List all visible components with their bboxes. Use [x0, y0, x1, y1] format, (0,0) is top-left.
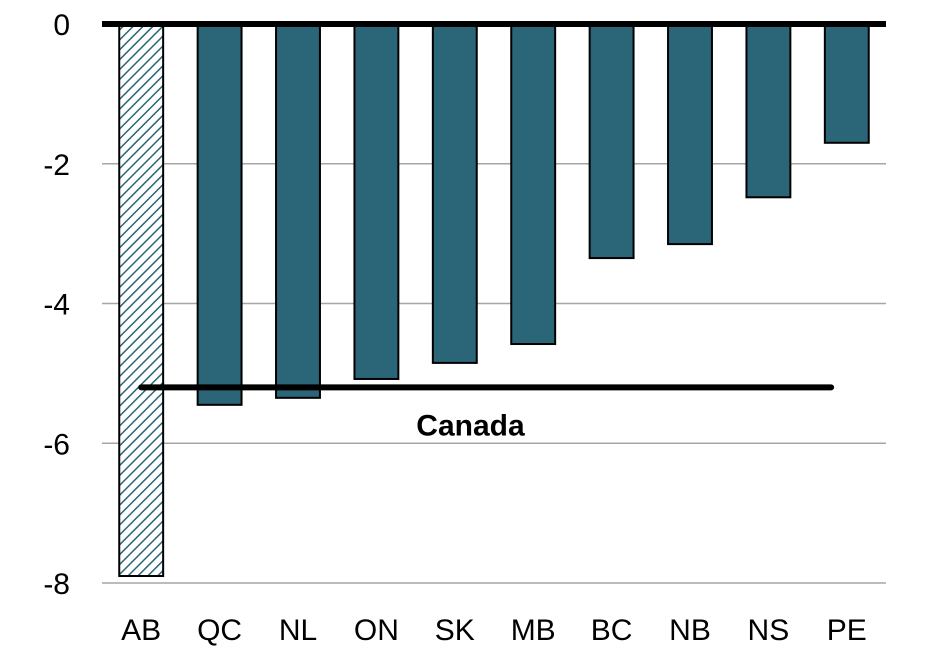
x-tick-label: NB — [669, 614, 711, 647]
bar-nb — [667, 23, 713, 246]
bar-bc — [588, 23, 635, 260]
y-tick-labels: 0 -2 -4 -6 -8 — [43, 9, 70, 601]
x-tick-label: MB — [511, 614, 556, 647]
y-tick-label: -6 — [43, 428, 70, 461]
x-tick-label: NS — [748, 614, 790, 647]
bar-pe — [823, 23, 870, 144]
x-tick-label: QC — [197, 614, 242, 647]
bar-qc — [196, 23, 243, 406]
canada-reference: Canada — [138, 384, 835, 442]
x-tick-label: SK — [435, 614, 475, 647]
bar-ab — [118, 23, 165, 578]
canada-reference-label: Canada — [416, 409, 525, 442]
y-tick-label: -4 — [43, 289, 70, 322]
y-tick-label: -2 — [43, 149, 70, 182]
bar-nl — [275, 23, 321, 399]
bar-ns — [745, 23, 792, 199]
bar-mb — [510, 23, 557, 346]
x-tick-label: ON — [354, 614, 399, 647]
bar-on — [353, 23, 400, 380]
y-tick-label: -8 — [43, 568, 70, 601]
x-tick-labels: AB QC NL ON SK MB BC NB NS PE — [121, 614, 867, 647]
x-tick-label: BC — [591, 614, 633, 647]
x-tick-label: AB — [121, 614, 161, 647]
y-tick-label: 0 — [53, 9, 70, 42]
x-tick-label: PE — [827, 614, 867, 647]
bars — [118, 23, 870, 578]
bar-sk — [431, 23, 478, 364]
x-tick-label: NL — [279, 614, 317, 647]
